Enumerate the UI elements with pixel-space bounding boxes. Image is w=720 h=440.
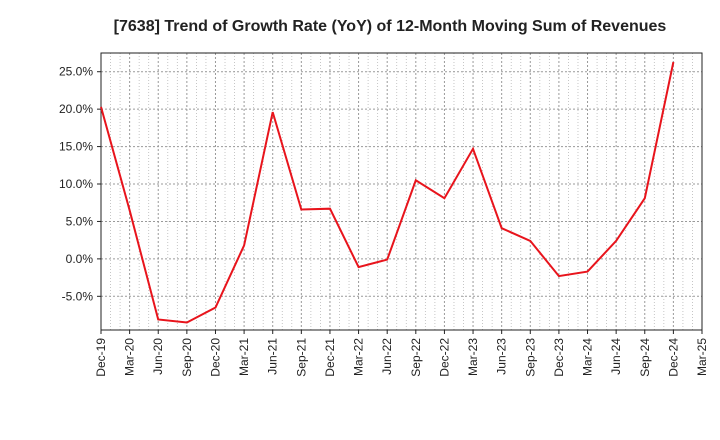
x-tick-label: Mar-22	[352, 338, 366, 376]
y-tick-label: 10.0%	[59, 177, 93, 191]
x-tick-label: Mar-21	[237, 338, 251, 376]
x-tick-label: Mar-23	[466, 338, 480, 376]
gridlines	[101, 53, 702, 330]
x-tick-label: Mar-24	[581, 338, 595, 376]
x-tick-label: Sep-20	[180, 338, 194, 377]
x-tick-label: Sep-24	[638, 338, 652, 377]
x-tick-label: Dec-21	[323, 338, 337, 377]
x-axis-ticks: Dec-19 Mar-20 Jun-20 Sep-20 Dec-20 Mar-21 Jun-…	[94, 330, 709, 377]
y-tick-label: 25.0%	[59, 65, 93, 79]
y-tick-label: -5.0%	[62, 289, 94, 303]
x-tick-label: Sep-21	[294, 338, 308, 377]
x-tick-label: Jun-21	[266, 338, 280, 375]
x-tick-label: Mar-20	[123, 338, 137, 376]
x-tick-label: Dec-24	[666, 338, 680, 377]
x-tick-label: Dec-19	[94, 338, 108, 377]
x-tick-label: Jun-23	[495, 338, 509, 375]
x-tick-label: Mar-25	[695, 338, 709, 376]
chart-title: [7638] Trend of Growth Rate (YoY) of 12-…	[114, 18, 667, 35]
y-tick-label: 15.0%	[59, 140, 93, 154]
x-tick-label: Dec-23	[552, 338, 566, 377]
x-tick-label: Dec-22	[437, 338, 451, 377]
series-line	[100, 61, 675, 324]
plot-area-frame	[100, 52, 703, 331]
y-tick-label: 20.0%	[59, 102, 93, 116]
y-tick-label: 5.0%	[66, 214, 94, 228]
x-tick-label: Sep-23	[523, 338, 537, 377]
y-tick-label: 0.0%	[66, 252, 94, 266]
x-tick-label: Jun-24	[609, 338, 623, 375]
x-tick-label: Sep-22	[409, 338, 423, 377]
x-tick-label: Jun-20	[151, 338, 165, 375]
y-axis-ticks: -5.0% 0.0% 5.0% 10.0% 15.0% 20.0% 25.0%	[59, 65, 101, 303]
series-layer	[100, 61, 675, 324]
x-tick-label: Dec-20	[208, 338, 222, 377]
x-tick-label: Jun-22	[380, 338, 394, 375]
